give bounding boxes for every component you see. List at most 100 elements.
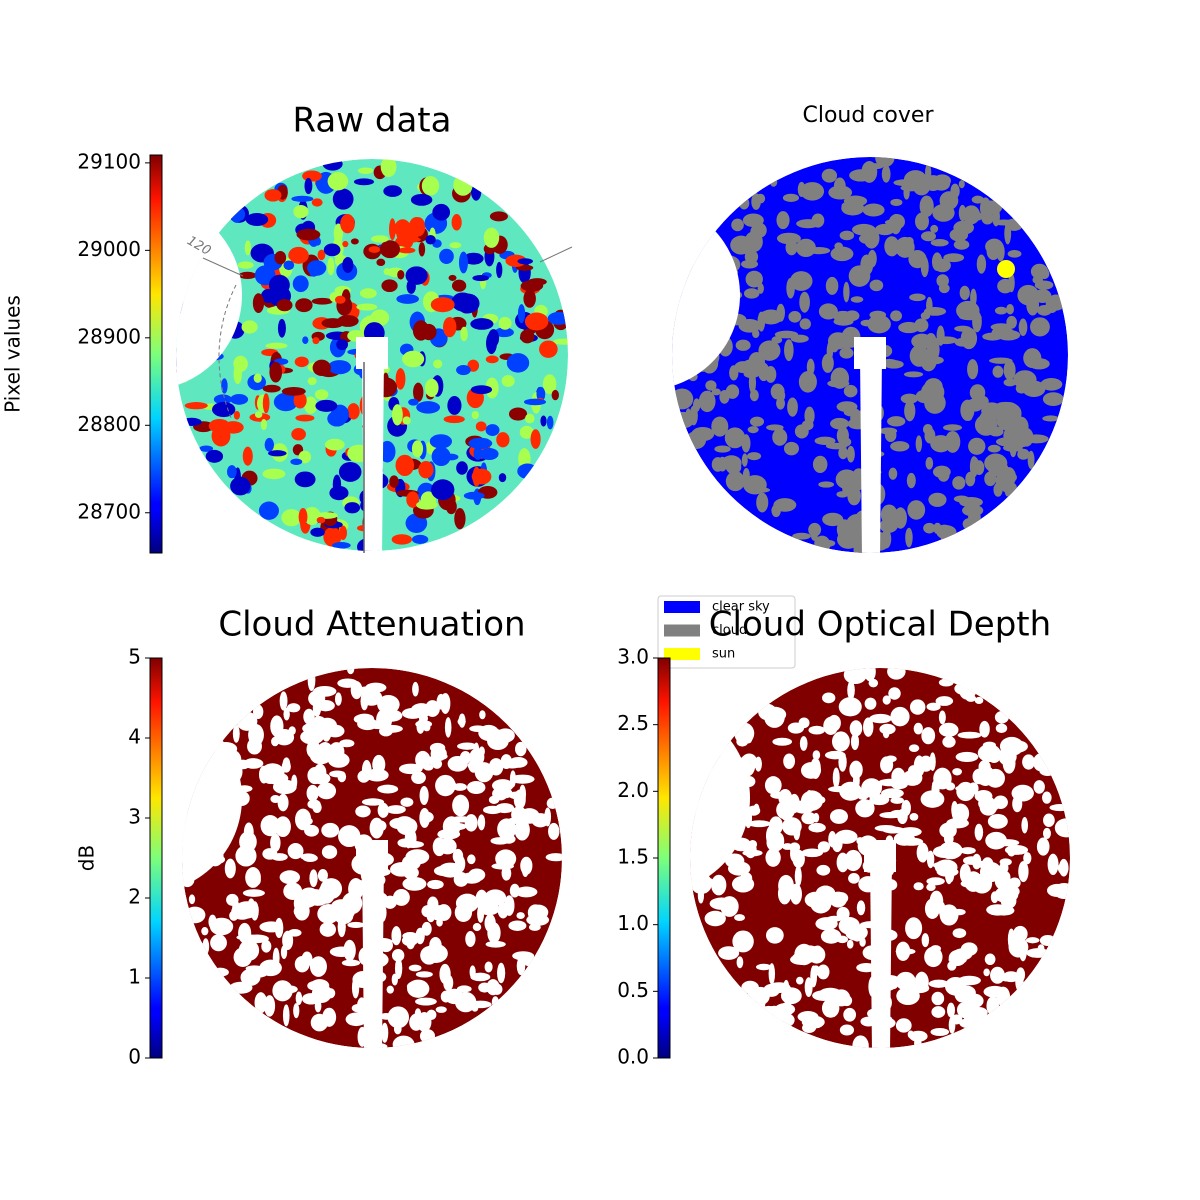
sky-blob <box>283 707 290 721</box>
sky-blob <box>379 240 401 259</box>
sky-blob <box>879 723 896 735</box>
sky-blob <box>552 338 568 345</box>
sky-blob <box>909 813 919 821</box>
sky-blob <box>979 720 990 738</box>
sky-blob <box>852 771 860 790</box>
sky-blob <box>789 271 813 291</box>
sky-blob <box>778 788 793 807</box>
sky-blob <box>491 996 499 1008</box>
sky-blob <box>888 467 898 480</box>
sky-blob <box>519 425 534 439</box>
sky-blob <box>418 242 426 257</box>
sky-blob <box>957 731 982 739</box>
sky-blob <box>1042 415 1060 422</box>
sky-blob <box>776 800 796 820</box>
sky-blob <box>926 702 941 711</box>
sky-blob <box>926 877 945 886</box>
colorbar-tick-label: 2.0 <box>617 778 649 802</box>
sky-blob <box>784 339 794 362</box>
sky-blob <box>672 388 694 410</box>
sky-blob <box>804 891 827 908</box>
sky-blob <box>816 864 831 876</box>
sky-blob <box>402 840 424 849</box>
sky-blob <box>298 450 312 464</box>
sky-blob <box>934 336 958 345</box>
sky-blob <box>714 445 731 453</box>
sky-blob <box>548 822 560 840</box>
sky-blob <box>747 452 762 461</box>
sky-blob <box>357 167 374 174</box>
sky-blob <box>394 957 403 980</box>
sky-blob <box>318 882 336 904</box>
sky-blob <box>849 169 873 182</box>
sky-blob <box>396 294 419 304</box>
sky-blob <box>341 959 361 967</box>
sky-blob <box>972 310 982 333</box>
sky-blob <box>703 877 714 885</box>
sky-blob <box>909 293 926 302</box>
sky-blob <box>1021 817 1029 834</box>
sky-blob <box>797 1011 819 1023</box>
sky-blob <box>294 356 309 368</box>
sky-blob <box>486 332 497 355</box>
sky-blob <box>797 181 806 198</box>
sky-blob <box>1037 944 1045 954</box>
sky-blob <box>952 768 962 776</box>
sky-blob <box>830 367 850 389</box>
sky-blob <box>264 189 282 202</box>
sky-blob <box>1033 289 1052 304</box>
sky-blob <box>391 926 402 946</box>
sky-blob <box>958 180 965 189</box>
sky-blob <box>1048 884 1065 895</box>
sky-blob <box>237 261 254 269</box>
center-block <box>854 337 886 369</box>
sky-blob <box>1022 754 1035 770</box>
sky-blob <box>515 741 527 757</box>
sky-blob <box>468 437 493 450</box>
colorbar-tick-label: 1.5 <box>617 845 649 869</box>
sky-blob <box>412 320 429 341</box>
sky-blob <box>390 862 414 877</box>
sky-blob <box>794 865 802 887</box>
sky-blob <box>1015 970 1024 992</box>
sky-blob <box>743 288 760 299</box>
sky-blob <box>812 945 823 956</box>
sky-blob <box>395 368 406 390</box>
sky-blob <box>887 416 906 427</box>
sky-blob <box>254 411 263 418</box>
colorbar-tick-label: 28800 <box>77 412 141 436</box>
sky-blob <box>864 668 876 682</box>
sky-blob <box>307 260 327 276</box>
sky-blob <box>340 214 355 234</box>
sky-blob <box>288 246 309 264</box>
sky-blob <box>698 390 716 413</box>
sky-image <box>672 157 1068 553</box>
sky-blob <box>782 843 793 850</box>
sky-blob <box>274 917 284 939</box>
sky-blob <box>957 975 981 986</box>
sky-blob <box>887 668 906 680</box>
sky-blob <box>325 988 336 999</box>
sky-blob <box>1042 827 1051 840</box>
colorbar <box>149 657 163 1059</box>
colorbar-tick-label: 2 <box>128 885 141 909</box>
sky-blob <box>864 697 877 710</box>
sky-blob <box>718 946 740 960</box>
sky-blob <box>478 982 491 993</box>
sky-blob <box>926 850 935 869</box>
sky-blob <box>931 1006 946 1018</box>
sky-blob <box>455 855 466 873</box>
sky-blob <box>419 785 429 806</box>
sky-blob <box>307 669 316 692</box>
sky-blob <box>419 807 430 828</box>
sky-blob <box>863 717 874 737</box>
sky-blob <box>905 917 923 940</box>
sky-blob <box>383 185 402 197</box>
sky-blob <box>501 375 515 387</box>
sky-blob <box>309 869 318 888</box>
sky-blob <box>1024 434 1049 444</box>
sky-blob <box>959 314 982 321</box>
sky-blob <box>810 530 818 541</box>
sky-blob <box>874 825 898 832</box>
sky-blob <box>734 914 746 921</box>
